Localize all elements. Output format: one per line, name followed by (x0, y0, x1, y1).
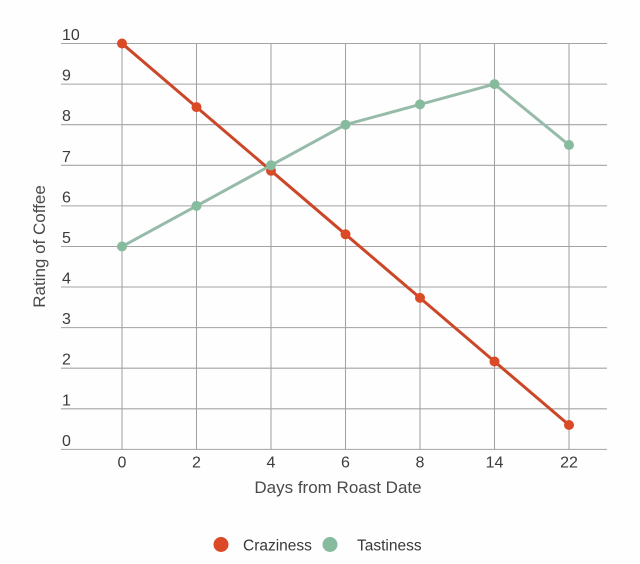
svg-text:Tastiness: Tastiness (357, 538, 422, 555)
svg-text:10: 10 (62, 27, 80, 44)
svg-text:8: 8 (62, 108, 71, 125)
svg-text:2: 2 (62, 352, 71, 369)
svg-text:4: 4 (267, 455, 276, 472)
svg-text:3: 3 (62, 311, 71, 328)
svg-text:Craziness: Craziness (243, 538, 312, 555)
svg-text:9: 9 (62, 68, 71, 85)
svg-text:8: 8 (416, 455, 425, 472)
svg-text:2: 2 (192, 455, 201, 472)
svg-text:6: 6 (341, 455, 350, 472)
svg-text:0: 0 (62, 433, 71, 450)
svg-text:0: 0 (118, 455, 127, 472)
svg-text:Rating of Coffee: Rating of Coffee (30, 185, 49, 308)
svg-text:7: 7 (62, 149, 71, 166)
svg-text:22: 22 (560, 455, 578, 472)
svg-text:4: 4 (62, 271, 71, 288)
svg-text:5: 5 (62, 230, 71, 247)
svg-text:1: 1 (62, 392, 71, 409)
svg-text:14: 14 (486, 455, 504, 472)
svg-text:6: 6 (62, 189, 71, 206)
svg-text:Days from Roast Date: Days from Roast Date (254, 478, 421, 497)
